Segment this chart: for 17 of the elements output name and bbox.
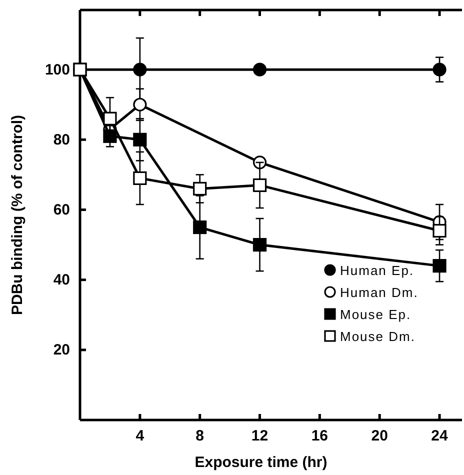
y-axis-title: PDBu binding (% of control) xyxy=(9,115,26,315)
y-tick-label: 20 xyxy=(53,342,70,359)
legend-label: Human Ep. xyxy=(340,263,414,278)
y-tick-label: 40 xyxy=(53,272,70,289)
y-tick-label: 60 xyxy=(53,202,70,219)
x-tick-label: 8 xyxy=(196,428,204,445)
x-tick-label: 4 xyxy=(136,428,145,445)
legend-label: Human Dm. xyxy=(340,285,418,300)
x-tick-label: 20 xyxy=(371,428,388,445)
y-tick-label: 100 xyxy=(44,61,70,78)
y-tick-label: 80 xyxy=(53,131,70,148)
x-tick-label: 24 xyxy=(431,428,449,445)
x-tick-label: 16 xyxy=(311,428,328,445)
legend-label: Mouse Dm. xyxy=(340,329,416,344)
x-tick-label: 12 xyxy=(251,428,268,445)
x-axis-title: Exposure time (hr) xyxy=(194,454,328,471)
legend-label: Mouse Ep. xyxy=(340,307,412,322)
